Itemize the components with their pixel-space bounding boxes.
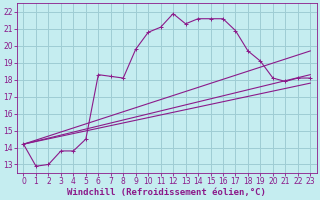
- X-axis label: Windchill (Refroidissement éolien,°C): Windchill (Refroidissement éolien,°C): [68, 188, 266, 197]
